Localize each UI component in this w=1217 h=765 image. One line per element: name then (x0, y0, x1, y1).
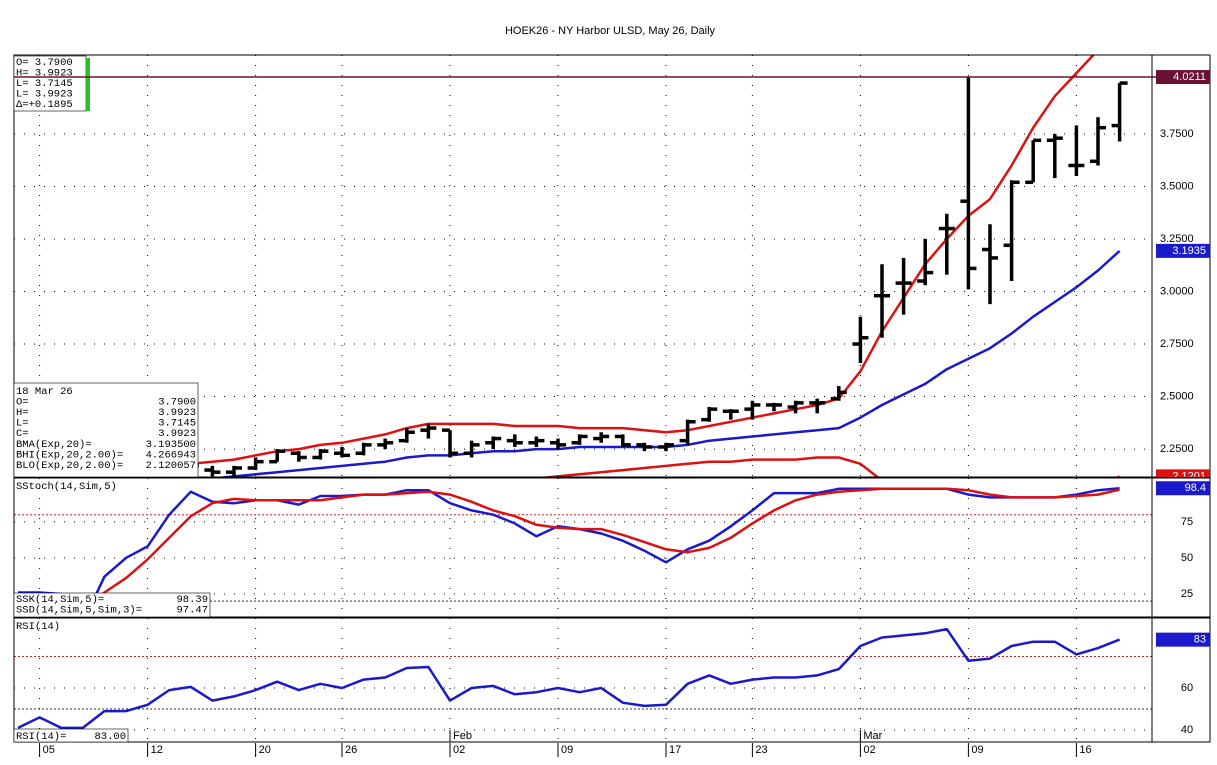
y-tick-label: 2.2500 (1160, 443, 1194, 455)
y-tick-label: 50 (1181, 552, 1193, 564)
value-box-label: 2.1201 (1172, 470, 1206, 482)
readout-label: C= (16, 428, 29, 440)
value-box (1156, 243, 1210, 258)
x-tick-label: 02 (863, 744, 875, 756)
readout-label: SSK(14,Sim,5)= (16, 594, 104, 606)
value-box (1156, 70, 1210, 85)
x-tick-label: 12 (151, 744, 163, 756)
readout-label: BLO(Exp,20,2.00)= (16, 460, 123, 472)
readout-value: 3.9923 (158, 407, 196, 419)
x-tick-label: 16 (1079, 744, 1091, 756)
y-tick-label: 75 (1181, 516, 1193, 528)
value-box (1156, 632, 1210, 647)
readout-value: 3.7145 (158, 418, 196, 430)
quote-box (13, 55, 87, 112)
quote-bar (86, 58, 90, 111)
y-tick-label: 2.5000 (1160, 390, 1194, 402)
readout-label: H= (16, 407, 29, 419)
value-box (1156, 481, 1210, 496)
plot-layer (14, 55, 1152, 742)
panel-title: RSI(14) (16, 621, 60, 633)
readout-value: 2.120057 (146, 460, 196, 472)
price-frame (13, 54, 1211, 478)
panel-title: SStoch(14,Sim,5) (16, 481, 117, 493)
y-tick-label: 3.7500 (1160, 128, 1194, 140)
series-line (82, 487, 1120, 610)
readout-value: 3.193500 (146, 439, 196, 451)
x-tick-label: 05 (43, 744, 55, 756)
value-box-label: 3.1935 (1172, 245, 1206, 257)
readout-label: L= (16, 418, 29, 430)
series-line (538, 456, 1121, 477)
panel-frames (13, 54, 1211, 743)
month-label: Mar (863, 730, 882, 742)
x-tick-label: 09 (561, 744, 573, 756)
y-tick-label: 3.0000 (1160, 285, 1194, 297)
month-label: Feb (453, 730, 472, 742)
stoch-readout (13, 592, 211, 618)
stoch-frame (13, 477, 1211, 618)
y-tick-label: 2.7500 (1160, 338, 1194, 350)
quote-text: L= 3.9923 (16, 88, 73, 100)
rsi-frame (13, 617, 1211, 743)
series-line (17, 627, 1121, 730)
readout-value: 97.47 (176, 604, 208, 616)
x-tick-label: 02 (453, 744, 465, 756)
readout-value: 83.00 (94, 731, 126, 743)
readout-label: RSI(14)= (16, 731, 66, 743)
value-box-label: 4.0211 (1173, 71, 1206, 83)
value-box-label: 98.4 (1185, 482, 1206, 494)
readout-date: 18 Mar 26 (16, 386, 73, 398)
chart-title: HOEK26 - NY Harbor ULSD, May 26, Daily (505, 25, 716, 37)
y-tick-label: 3.2500 (1160, 233, 1194, 245)
readout-label: BHI(Exp,20,2.00)= (16, 449, 123, 461)
quote-text: O= 3.7900 (16, 57, 73, 69)
series-line (214, 249, 1121, 477)
value-box-label: 83 (1194, 634, 1206, 646)
quote-text: Δ=+0.1895 (16, 99, 73, 111)
readout-boxes (13, 55, 211, 743)
x-tick-label: 17 (669, 744, 681, 756)
value-box (1156, 469, 1210, 477)
y-tick-label: 25 (1181, 588, 1193, 600)
x-tick-label: 26 (345, 744, 357, 756)
readout-value: 3.7900 (158, 396, 196, 408)
x-tick-label: 20 (259, 744, 271, 756)
data-window (13, 382, 199, 478)
readout-label: O= (16, 396, 29, 408)
readout-value: 98.39 (176, 594, 208, 606)
x-tick-label: 23 (755, 744, 767, 756)
rsi-readout (13, 728, 129, 743)
y-tick-label: 60 (1181, 682, 1193, 694)
readout-value: 4.266943 (146, 449, 196, 461)
quote-text: L= 3.7145 (16, 78, 73, 90)
series-line (190, 55, 1096, 466)
readout-label: SSD(14,Sim,5,Sim,3)= (16, 604, 142, 616)
quote-text: H= 3.9923 (16, 67, 73, 79)
readout-label: BMA(Exp,20)= (16, 439, 92, 451)
y-tick-label: 40 (1181, 724, 1193, 736)
y-tick-label: 3.5000 (1160, 180, 1194, 192)
x-tick-label: 09 (971, 744, 983, 756)
readout-value: 3.9923 (158, 428, 196, 440)
